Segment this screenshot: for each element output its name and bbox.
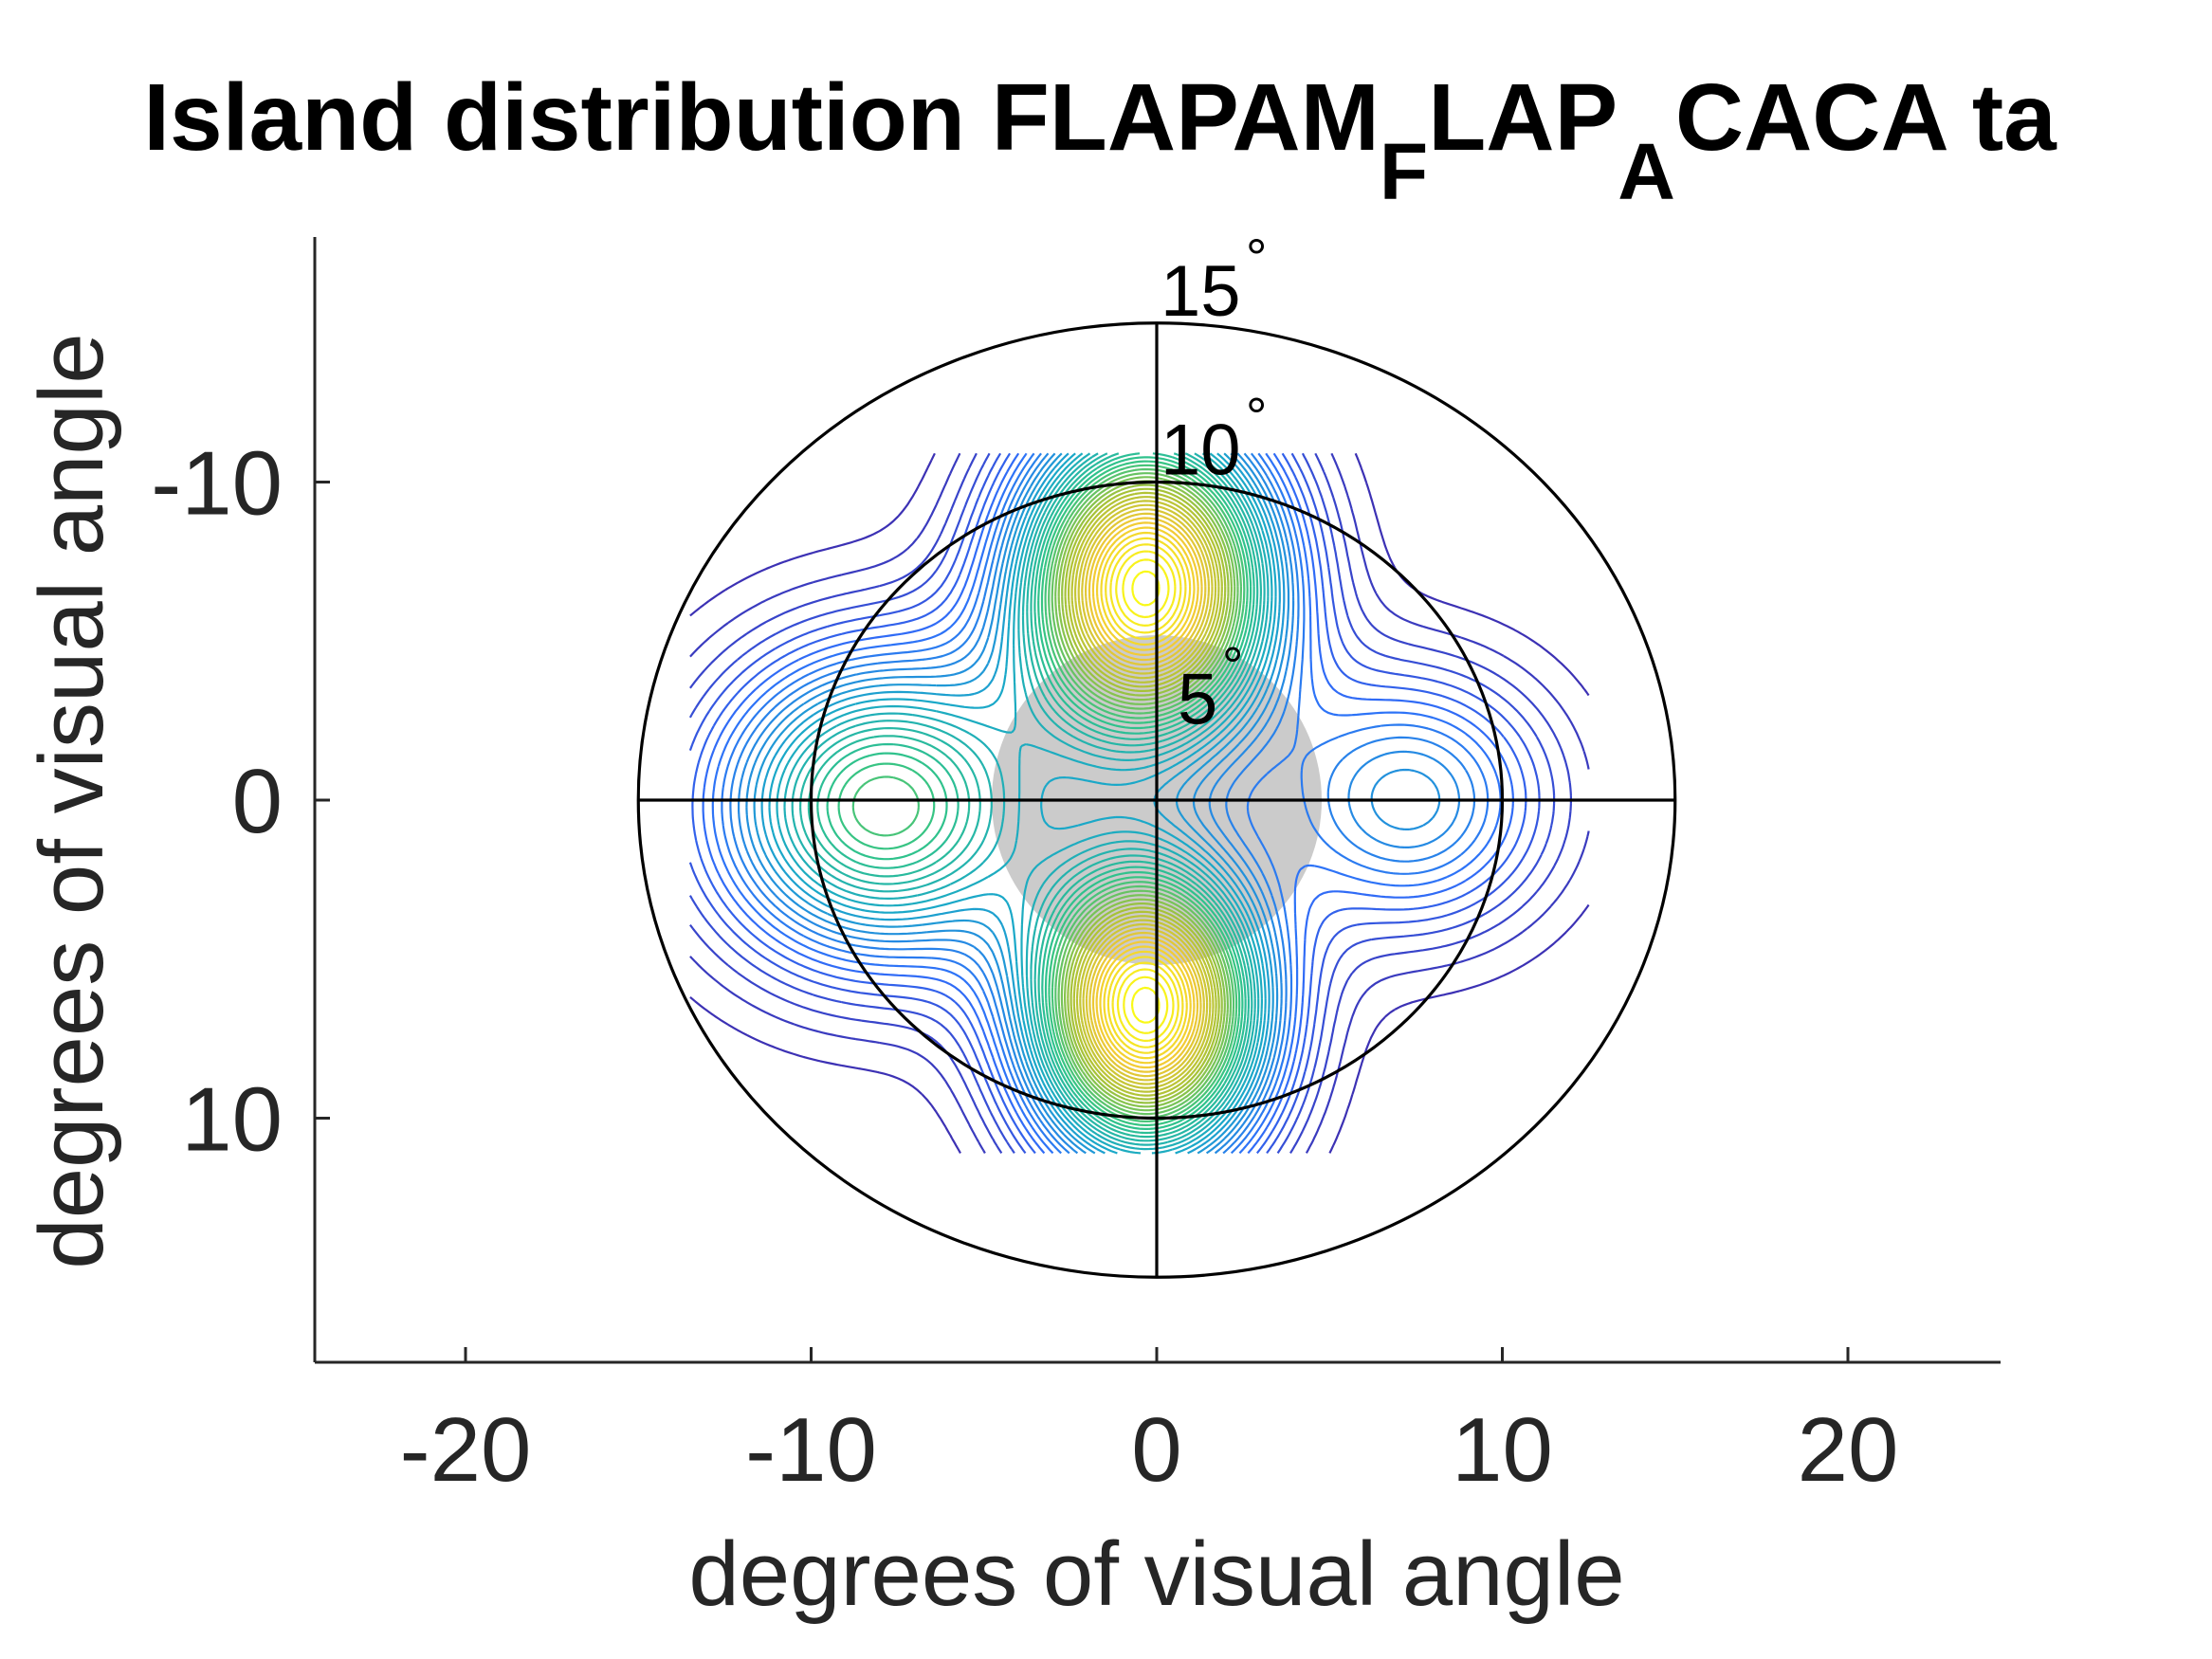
contour-line (816, 452, 1255, 1135)
y-axis-ticks: -10 0 10 (151, 433, 330, 1171)
contour-line (776, 452, 1273, 1155)
contour-line (807, 452, 1259, 1139)
contour-line (745, 452, 1441, 1155)
contour-line (1051, 472, 1239, 1116)
contour-line (689, 452, 1590, 1154)
contour-line (791, 452, 1266, 1146)
contour-line (826, 456, 1252, 1130)
ring-label-degree-sign: ° (1222, 635, 1243, 695)
ring-label-10: 10 (1161, 410, 1241, 491)
contour-line (729, 452, 1476, 1155)
title-subscript-a: A (1618, 127, 1675, 216)
y-tick-label: 10 (181, 1069, 283, 1171)
title-subscript-f: F (1380, 127, 1428, 216)
ring-label-15: 15 (1161, 251, 1241, 332)
contour-line (799, 452, 1262, 1142)
x-tick-label: 10 (1452, 1399, 1553, 1501)
contour-line (1100, 531, 1192, 1060)
contour-line (711, 452, 1502, 1155)
title-part-1: Island distribution FLAPAM (143, 64, 1380, 171)
contour-line (1061, 483, 1230, 1104)
contour-line (721, 452, 1490, 1155)
contour-line (1048, 467, 1242, 1120)
contour-line (837, 460, 1249, 1126)
contour-line (689, 452, 1590, 1154)
contour-line (688, 452, 1541, 1155)
title-part-2: LAP (1428, 64, 1618, 171)
y-tick-label: 0 (232, 751, 283, 852)
ring-label-degree-sign: ° (1246, 228, 1267, 287)
x-axis-label: degrees of visual angle (688, 1523, 1624, 1625)
chart-title: Island distribution FLAPAMFLAPACACA ta (143, 64, 2057, 216)
ring-label-5: 5 (1178, 659, 1217, 739)
contour-line (1088, 517, 1203, 1073)
y-axis-label: degrees of visual angle (21, 333, 122, 1268)
contour-line (1068, 491, 1223, 1097)
x-tick-label: -20 (400, 1399, 532, 1501)
title-part-3: CACA ta (1675, 64, 2057, 171)
x-tick-label: 20 (1798, 1399, 1899, 1501)
contour-line (768, 452, 1277, 1155)
plot-area: 15 °10 °5 ° (636, 228, 1677, 1279)
contour-line (689, 452, 1572, 1154)
contour-line (1096, 526, 1196, 1065)
ring-labels: 15 °10 °5 ° (1161, 228, 1267, 740)
contour-line (1064, 487, 1227, 1101)
x-tick-label: 0 (1131, 1399, 1181, 1501)
contour-line (1109, 543, 1182, 1048)
y-tick-label: -10 (151, 433, 283, 535)
contour-line (1054, 476, 1236, 1112)
contour-line (851, 464, 1246, 1122)
contour-line (783, 452, 1270, 1151)
contour-line (1122, 558, 1170, 1034)
contour-line (1077, 503, 1214, 1085)
contour-line (760, 452, 1281, 1155)
contour-line (1105, 537, 1187, 1054)
contour-line (1074, 500, 1217, 1089)
x-tick-label: -10 (745, 1399, 877, 1501)
ring-label-degree-sign: ° (1246, 387, 1267, 447)
contour-line (1081, 508, 1210, 1082)
contour-line (1085, 512, 1207, 1078)
contour-line (738, 452, 1461, 1155)
x-axis-ticks: -20 -10 0 10 20 (400, 1347, 1899, 1501)
contour-line (1070, 496, 1220, 1093)
